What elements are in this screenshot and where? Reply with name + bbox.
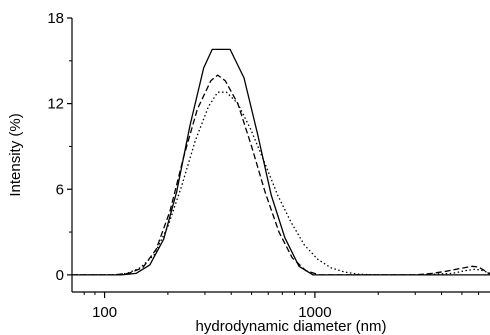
x-ticks: 100 1000 bbox=[83, 292, 480, 321]
y-tick-label: 6 bbox=[56, 181, 64, 198]
x-tick-label: 1000 bbox=[298, 304, 331, 321]
y-axis-label: Intensity (%) bbox=[7, 113, 24, 196]
y-ticks: 0 6 12 18 bbox=[47, 10, 72, 284]
series-dashed-line bbox=[72, 74, 490, 276]
y-tick-label: 18 bbox=[47, 10, 64, 27]
x-tick-label: 100 bbox=[92, 304, 117, 321]
series-layer bbox=[72, 48, 490, 276]
x-axis-label: hydrodynamic diameter (nm) bbox=[196, 318, 387, 335]
y-tick-label: 12 bbox=[47, 96, 64, 113]
series-solid-line bbox=[72, 48, 490, 276]
axes bbox=[71, 18, 490, 293]
y-tick-label: 0 bbox=[56, 267, 64, 284]
series-dotted-line bbox=[72, 91, 490, 276]
